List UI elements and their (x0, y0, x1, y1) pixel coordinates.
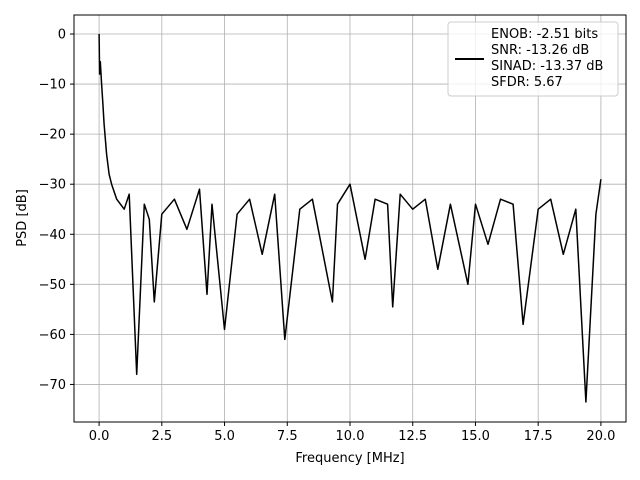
y-tick-label: −30 (39, 178, 66, 193)
legend-label-line: SFDR: 5.67 (491, 75, 563, 90)
legend-label-line: SINAD: -13.37 dB (491, 59, 603, 74)
x-tick-label: 5.0 (214, 429, 235, 444)
x-tick-label: 12.5 (398, 429, 427, 444)
y-axis-ticks: 0 −10 −20 −30 −40 −50 −60 −70 (39, 28, 74, 393)
x-tick-label: 2.5 (151, 429, 172, 444)
x-tick-label: 7.5 (277, 429, 298, 444)
y-tick-label: −70 (39, 378, 66, 393)
legend-label-line: SNR: -13.26 dB (491, 43, 589, 58)
legend-label-line: ENOB: -2.51 bits (491, 27, 598, 42)
legend-box (447, 21, 619, 97)
x-tick-label: 15.0 (461, 429, 490, 444)
y-tick-label: −60 (39, 328, 66, 343)
y-tick-label: −50 (39, 278, 66, 293)
y-tick-label: −40 (39, 228, 66, 243)
series-layer (98, 33, 602, 403)
x-axis-ticks: 0.0 2.5 5.0 7.5 10.0 12.5 15.0 17.5 20.0 (89, 422, 615, 444)
x-tick-label: 0.0 (89, 429, 110, 444)
x-axis-title: Frequency [MHz] (295, 451, 404, 466)
x-tick-label: 20.0 (586, 429, 615, 444)
y-tick-label: −20 (39, 128, 66, 143)
x-tick-label: 10.0 (336, 429, 365, 444)
x-tick-label: 17.5 (524, 429, 553, 444)
y-tick-label: −10 (39, 78, 66, 93)
y-tick-label: 0 (58, 28, 66, 43)
y-axis-title: PSD [dB] (15, 189, 30, 247)
series-line-0 (98, 33, 602, 403)
